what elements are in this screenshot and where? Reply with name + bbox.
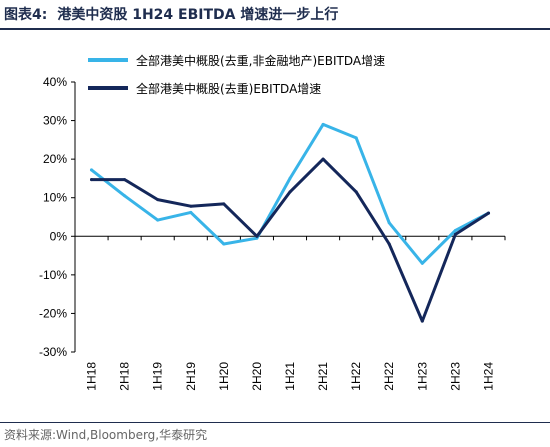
x-tick-label: 1H24: [481, 362, 495, 391]
legend-label: 全部港美中概股(去重,非金融地产)EBITDA增速: [136, 53, 385, 68]
data-point: [123, 194, 127, 198]
data-point: [90, 178, 93, 182]
y-tick-label: -10%: [39, 268, 67, 282]
data-point: [420, 261, 424, 265]
data-point: [222, 242, 226, 246]
data-point: [453, 232, 457, 236]
data-point: [90, 168, 93, 172]
x-tick-label: 1H20: [217, 362, 231, 391]
legend-label: 全部港美中概股(去重)EBITDA增速: [136, 81, 321, 96]
y-tick-label: -30%: [39, 345, 67, 359]
data-point: [189, 210, 193, 214]
x-tick-label: 2H23: [448, 362, 462, 391]
data-point: [354, 190, 358, 194]
data-point: [420, 319, 424, 323]
x-tick-label: 2H22: [382, 362, 396, 391]
y-tick-label: 40%: [43, 75, 67, 89]
title-text: 港美中资股 1H24 EBITDA 增速进一步上行: [57, 7, 339, 23]
x-tick-label: 1H23: [415, 362, 429, 391]
source-note: 资料来源:Wind,Bloomberg,华泰研究: [4, 428, 208, 442]
data-point: [387, 221, 391, 225]
data-point: [156, 218, 160, 222]
line-chart: -30% -20% -10% 0% 10% 20% 30% 40% 1H18 2H18 1H19 2…: [39, 53, 506, 391]
data-point: [321, 122, 325, 126]
series-line-2: [90, 157, 490, 323]
x-axis: 1H18 2H18 1H19 2H19 1H20 2H20 1H21 2H21 1H22 2H22…: [74, 235, 506, 391]
x-tick-label: 2H21: [316, 362, 330, 391]
data-point: [321, 157, 325, 161]
series-lines: [90, 122, 490, 323]
y-axis: -30% -20% -10% 0% 10% 20% 30% 40%: [39, 75, 76, 359]
y-tick-label: 0%: [50, 229, 68, 243]
title-divider: [0, 28, 550, 30]
data-point: [387, 242, 391, 246]
y-tick-label: 10%: [43, 191, 67, 205]
x-tick-label: 1H22: [349, 362, 363, 391]
source-divider: [0, 422, 550, 423]
x-tick-label: 1H19: [151, 362, 165, 391]
x-tick-label: 1H18: [85, 362, 99, 391]
data-point: [123, 178, 127, 182]
data-point: [354, 136, 358, 140]
x-tick-label: 2H20: [250, 362, 264, 391]
data-point: [255, 234, 259, 238]
legend: 全部港美中概股(去重,非金融地产)EBITDA增速全部港美中概股(去重)EBIT…: [88, 53, 385, 96]
y-tick-label: 20%: [43, 152, 67, 166]
data-point: [453, 229, 457, 232]
data-point: [156, 198, 160, 202]
data-point: [487, 211, 490, 215]
data-point: [288, 176, 292, 180]
y-tick-label: 30%: [43, 114, 67, 128]
x-tick-label: 1H21: [283, 362, 297, 391]
figure-label: 图表4:: [4, 7, 48, 23]
y-tick-label: -20%: [39, 306, 67, 320]
chart-title: 图表4: 港美中资股 1H24 EBITDA 增速进一步上行: [4, 4, 338, 24]
x-tick-label: 2H19: [184, 362, 198, 391]
x-tick-label: 2H18: [118, 362, 132, 391]
data-point: [189, 204, 193, 208]
data-point: [222, 202, 226, 206]
data-point: [288, 190, 292, 194]
